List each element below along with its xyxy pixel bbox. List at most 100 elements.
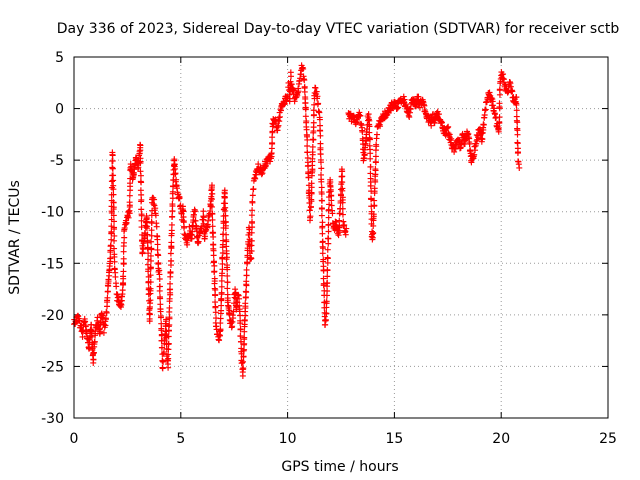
- data-point: [117, 303, 124, 310]
- x-tick-label: 10: [279, 431, 297, 447]
- data-point: [126, 210, 133, 217]
- data-point: [119, 287, 126, 294]
- x-tick-label: 0: [70, 431, 79, 447]
- x-tick-label: 15: [385, 431, 403, 447]
- data-point: [401, 96, 408, 103]
- data-point: [127, 167, 134, 174]
- data-point: [324, 273, 331, 280]
- data-point: [480, 121, 487, 128]
- data-point: [158, 344, 165, 351]
- data-point: [168, 227, 175, 234]
- data-point: [126, 199, 133, 206]
- data-point: [209, 190, 216, 197]
- data-point: [194, 239, 201, 246]
- data-point: [163, 316, 170, 323]
- data-point: [357, 112, 364, 119]
- data-point: [320, 256, 327, 263]
- data-point: [268, 145, 275, 152]
- data-point: [471, 151, 478, 158]
- data-point: [286, 91, 293, 98]
- data-point: [108, 223, 115, 230]
- data-point: [312, 84, 319, 91]
- data-point: [319, 250, 326, 257]
- data-point: [514, 139, 521, 146]
- data-point: [218, 283, 225, 290]
- data-point: [211, 275, 218, 282]
- data-point: [496, 100, 503, 107]
- data-point: [360, 155, 367, 162]
- data-point: [248, 237, 255, 244]
- data-point: [132, 161, 139, 168]
- data-point: [104, 282, 111, 289]
- data-point: [415, 93, 422, 100]
- data-point: [310, 119, 317, 126]
- data-point: [287, 78, 294, 85]
- data-point: [318, 178, 325, 185]
- data-point: [513, 94, 520, 101]
- data-point: [339, 199, 346, 206]
- data-point: [395, 104, 402, 111]
- data-point: [362, 140, 369, 147]
- y-tick-label: 0: [55, 102, 64, 118]
- data-point: [304, 136, 311, 143]
- data-point: [208, 184, 215, 191]
- data-point: [172, 171, 179, 178]
- data-point: [144, 256, 151, 263]
- data-point: [110, 186, 117, 193]
- data-point: [147, 265, 154, 272]
- data-point: [168, 221, 175, 228]
- data-point: [169, 190, 176, 197]
- data-point: [123, 219, 130, 226]
- data-point: [323, 298, 330, 305]
- data-point: [102, 315, 109, 322]
- data-point: [226, 310, 233, 317]
- data-point: [366, 129, 373, 136]
- data-point: [156, 287, 163, 294]
- data-point: [167, 291, 174, 298]
- data-point: [466, 140, 473, 147]
- data-point: [105, 276, 112, 283]
- data-point: [509, 88, 516, 95]
- data-point: [359, 135, 366, 142]
- data-point: [151, 196, 158, 203]
- data-point: [323, 310, 330, 317]
- data-point: [309, 136, 316, 143]
- data-point: [514, 131, 521, 138]
- data-point: [149, 199, 156, 206]
- data-point: [370, 217, 377, 224]
- data-point: [108, 236, 115, 243]
- data-point: [166, 286, 173, 293]
- data-point: [120, 248, 127, 255]
- data-point: [154, 233, 161, 240]
- data-point: [218, 307, 225, 314]
- data-point: [301, 88, 308, 95]
- data-point: [110, 204, 117, 211]
- data-point: [325, 207, 332, 214]
- data-point: [217, 315, 224, 322]
- y-tick-label: -15: [41, 256, 64, 272]
- data-point: [220, 237, 227, 244]
- data-point: [249, 199, 256, 206]
- data-point: [308, 180, 315, 187]
- data-point: [318, 197, 325, 204]
- data-point: [104, 297, 111, 304]
- data-point: [368, 188, 375, 195]
- data-point: [303, 118, 310, 125]
- data-point: [208, 187, 215, 194]
- data-point: [496, 87, 503, 94]
- data-point: [310, 107, 317, 114]
- data-point: [148, 246, 155, 253]
- data-point: [318, 171, 325, 178]
- data-point: [148, 220, 155, 227]
- data-point: [372, 173, 379, 180]
- data-point: [324, 287, 331, 294]
- data-point: [167, 250, 174, 257]
- data-point: [514, 119, 521, 126]
- data-point: [205, 217, 212, 224]
- data-point: [189, 228, 196, 235]
- data-point: [324, 259, 331, 266]
- data-point: [329, 210, 336, 217]
- data-point: [192, 208, 199, 215]
- data-point: [216, 337, 223, 344]
- data-point: [110, 212, 117, 219]
